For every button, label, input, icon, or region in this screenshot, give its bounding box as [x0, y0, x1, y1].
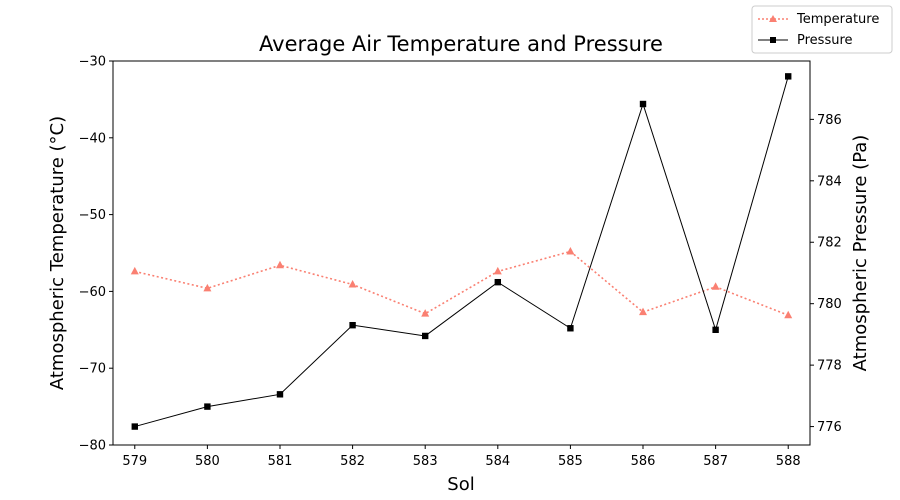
pressure-point: [204, 403, 211, 410]
temperature-point: [275, 260, 284, 269]
x-tick-label: 581: [268, 454, 293, 469]
temperature-point: [203, 283, 212, 292]
temperature-point: [784, 310, 793, 319]
chart-title: Average Air Temperature and Pressure: [259, 32, 663, 56]
y-left-tick-label: −80: [79, 439, 106, 454]
pressure-point: [785, 73, 792, 80]
temperature-line: [134, 250, 789, 316]
temperature-point: [348, 279, 357, 288]
x-tick-label: 582: [340, 454, 365, 469]
y-right-tick-label: 780: [817, 297, 842, 312]
pressure-point: [131, 423, 138, 430]
temperature-point: [566, 246, 575, 255]
right-axis-ticks: 776 778 780 782 784 786: [810, 113, 842, 435]
pressure-point: [639, 100, 647, 108]
pressure-point: [567, 325, 574, 332]
temperature-point: [639, 307, 648, 316]
x-tick-label: 584: [485, 454, 510, 469]
pressure-line: [134, 76, 789, 428]
pressure-point: [349, 321, 356, 329]
y-left-tick-label: −50: [79, 208, 106, 223]
temperature-point: [130, 266, 139, 275]
x-axis-title: Sol: [447, 474, 474, 495]
plot-area-border: [112, 60, 811, 446]
temperature-point: [421, 309, 430, 317]
temperature-point: [493, 266, 502, 275]
legend-temperature-marker: [769, 15, 777, 22]
x-tick-label: 588: [776, 454, 801, 469]
series-layer: [130, 73, 793, 430]
legend-pressure-label: Pressure: [797, 33, 853, 48]
y-left-tick-label: −70: [79, 362, 106, 377]
y-left-tick-label: −30: [79, 55, 106, 70]
x-tick-label: 579: [122, 454, 147, 469]
temperature-point: [711, 282, 720, 290]
pressure-point: [276, 391, 284, 398]
x-axis-ticks: 579 580 581 582 583 584 585 586 587 588: [122, 445, 801, 469]
series-pressure: [131, 73, 792, 430]
y-axis-left-title: Atmospheric Temperature (°C): [47, 116, 68, 390]
x-tick-label: 586: [631, 454, 656, 469]
pressure-point: [494, 278, 502, 286]
y-right-tick-label: 782: [817, 236, 842, 251]
plot-frame: [112, 60, 811, 446]
y-left-tick-label: −60: [79, 285, 106, 300]
legend: Temperature Pressure: [751, 5, 893, 54]
y-axis-right-title: Atmospheric Pressure (Pa): [850, 135, 871, 372]
x-tick-label: 580: [195, 454, 220, 469]
x-tick-label: 585: [558, 454, 583, 469]
pressure-point: [712, 326, 719, 333]
pressure-point: [421, 332, 429, 340]
x-tick-label: 583: [413, 454, 438, 469]
x-tick-label: 587: [703, 454, 728, 469]
y-right-tick-label: 778: [817, 359, 842, 374]
left-axis-ticks: −80 −70 −60 −50 −40 −30: [79, 55, 113, 454]
y-right-tick-label: 786: [817, 113, 842, 128]
y-left-tick-label: −40: [79, 131, 106, 146]
y-right-tick-label: 776: [817, 420, 842, 435]
series-temperature: [130, 246, 793, 319]
legend-box: [751, 5, 893, 54]
legend-temperature-label: Temperature: [796, 12, 879, 27]
legend-pressure-marker: [770, 37, 776, 43]
y-right-tick-label: 784: [817, 174, 842, 189]
